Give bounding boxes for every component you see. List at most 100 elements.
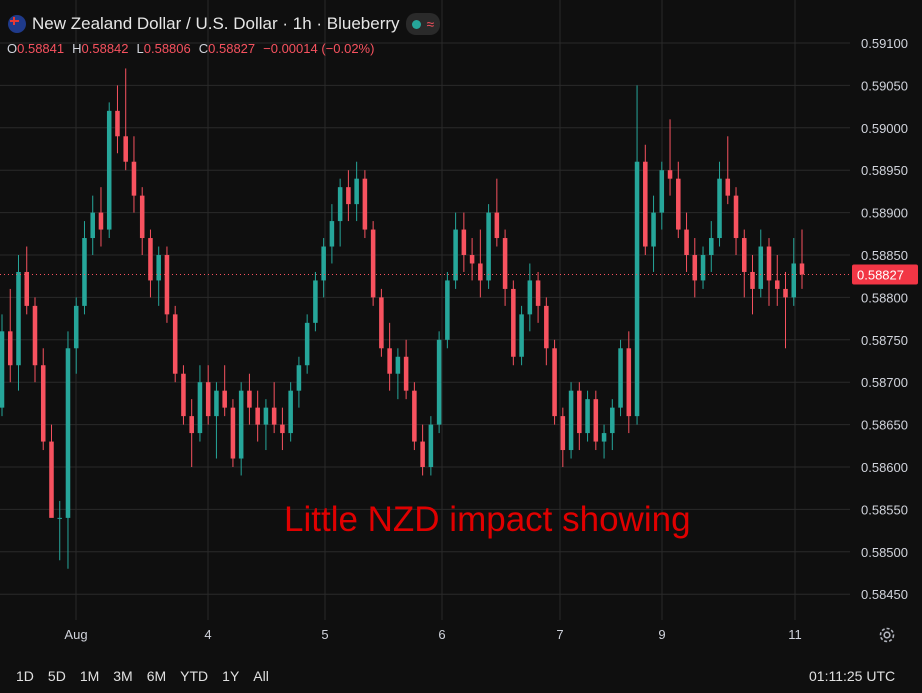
candle-body	[403, 356, 409, 391]
candle-body	[24, 271, 30, 306]
candle-body	[181, 373, 186, 417]
y-tick-label: 0.58900	[861, 206, 908, 221]
y-tick-label: 0.58800	[861, 290, 908, 305]
candle-body	[511, 288, 516, 357]
candle-body	[560, 416, 566, 451]
candle-body	[354, 178, 359, 205]
candle-body	[552, 348, 557, 417]
ohlc-legend: O0.58841 H0.58842 L0.58806 C0.58827 −0.0…	[7, 41, 374, 56]
symbol-title[interactable]: New Zealand Dollar / U.S. Dollar · 1h · …	[32, 14, 400, 33]
candle-body	[585, 399, 590, 434]
candle-body	[205, 382, 211, 417]
candle-body	[238, 390, 244, 459]
x-tick-label: 11	[788, 627, 802, 642]
y-tick-label: 0.58500	[861, 545, 908, 560]
chart-header: New Zealand Dollar / U.S. Dollar · 1h · …	[8, 11, 441, 37]
range-1d-button[interactable]: 1D	[16, 668, 34, 684]
candle-body	[247, 390, 252, 408]
candle-body	[65, 348, 71, 518]
candle-body	[131, 161, 137, 196]
candle-body	[436, 339, 442, 425]
candle-body	[387, 348, 392, 374]
x-tick-label: 5	[321, 627, 328, 642]
candle-body	[742, 238, 747, 272]
y-tick-label: 0.59100	[861, 36, 908, 51]
range-all-button[interactable]: All	[253, 668, 269, 684]
candle-body	[717, 178, 722, 239]
candle-body	[16, 271, 21, 366]
candle-body	[304, 322, 310, 366]
range-ytd-button[interactable]: YTD	[180, 668, 209, 684]
candle-body	[428, 424, 434, 467]
ohlc-close-key: C	[198, 41, 209, 56]
candle-body	[0, 331, 5, 408]
candle-body	[346, 187, 351, 205]
y-tick-label: 0.58700	[861, 375, 908, 390]
x-tick-label: 9	[658, 627, 665, 642]
candle-body	[758, 246, 764, 289]
candle-body	[379, 297, 384, 349]
candle-body	[395, 356, 401, 374]
candle-body	[222, 390, 227, 408]
candle-body	[280, 424, 285, 434]
range-3m-button[interactable]: 3M	[113, 668, 133, 684]
candle-body	[73, 305, 79, 349]
candle-body	[774, 280, 780, 289]
y-tick-label: 0.58600	[861, 460, 908, 475]
candle-body	[486, 212, 491, 281]
range-1m-button[interactable]: 1M	[79, 668, 100, 684]
candle-body	[32, 305, 38, 366]
y-tick-label: 0.58950	[861, 163, 908, 178]
chart-annotation: Little NZD impact showing	[284, 500, 691, 539]
x-tick-label: Aug	[64, 627, 87, 642]
y-tick-label: 0.58850	[861, 248, 908, 263]
candle-body	[667, 170, 673, 179]
candle-body	[700, 255, 706, 281]
status-pills[interactable]: ≈	[405, 13, 441, 35]
ohlc-open-value: 0.58841	[17, 41, 65, 56]
range-6m-button[interactable]: 6M	[146, 668, 167, 684]
x-tick-label: 6	[438, 627, 445, 642]
candle-body	[139, 195, 145, 239]
ohlc-high-value: 0.58842	[81, 41, 129, 56]
candle-body	[494, 212, 500, 239]
candle-body	[49, 441, 54, 518]
candle-body	[634, 161, 640, 417]
candle-body	[156, 255, 161, 281]
candle-body	[725, 178, 731, 196]
candle-body	[214, 390, 219, 417]
candle-body	[82, 238, 87, 306]
candle-body	[453, 229, 458, 281]
candle-body	[544, 305, 549, 349]
x-tick-label: 7	[556, 627, 563, 642]
candle-body	[98, 212, 104, 230]
candle-body	[189, 416, 194, 434]
y-tick-label: 0.58550	[861, 502, 908, 517]
candle-body	[445, 280, 450, 340]
candle-body	[643, 161, 648, 247]
candle-body	[7, 331, 13, 366]
candle-body	[412, 390, 417, 442]
candle-body	[799, 263, 805, 275]
candle-body	[478, 263, 483, 281]
candle-body	[296, 365, 302, 391]
y-tick-label: 0.58750	[861, 333, 908, 348]
candle-body	[519, 314, 524, 357]
candle-body	[593, 399, 599, 442]
candle-body	[337, 187, 343, 222]
y-tick-label: 0.58650	[861, 418, 908, 433]
gear-icon[interactable]	[876, 624, 898, 646]
ohlc-high-key: H	[72, 41, 82, 56]
range-1y-button[interactable]: 1Y	[222, 668, 240, 684]
candle-body	[610, 407, 615, 434]
candle-body	[601, 433, 607, 442]
candle-body	[263, 407, 269, 425]
candle-body	[535, 280, 541, 306]
utc-clock[interactable]: 01:11:25 UTC	[809, 668, 896, 684]
candle-body	[255, 407, 260, 425]
candle-body	[626, 348, 632, 417]
current-price-badge	[852, 264, 918, 285]
range-5d-button[interactable]: 5D	[47, 668, 66, 684]
candle-body	[791, 263, 797, 298]
